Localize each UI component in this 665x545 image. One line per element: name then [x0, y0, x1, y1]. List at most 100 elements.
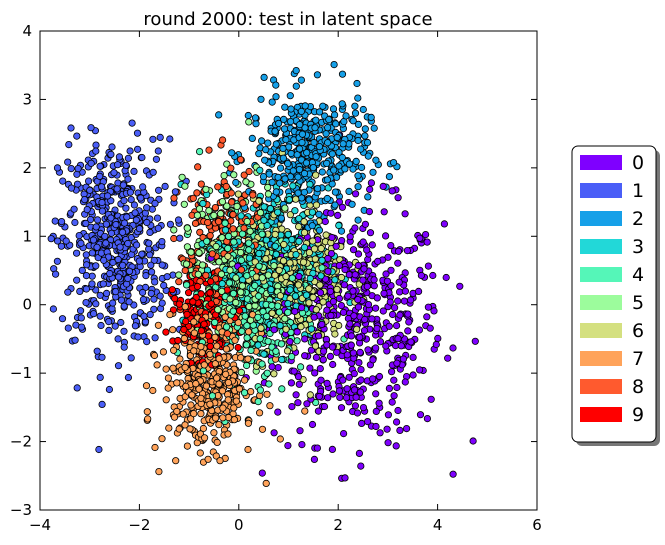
data-point-class-0 — [323, 379, 331, 387]
data-point-class-2 — [287, 105, 295, 113]
data-point-class-5 — [202, 185, 210, 193]
data-point-class-3 — [218, 280, 226, 288]
data-point-class-1 — [127, 196, 135, 204]
data-point-class-8 — [214, 183, 222, 191]
data-point-class-3 — [300, 243, 309, 251]
legend-label-2: 2 — [632, 208, 644, 230]
data-point-class-3 — [263, 221, 271, 230]
data-point-class-1 — [82, 219, 90, 227]
data-point-class-0 — [376, 338, 384, 346]
data-point-class-3 — [272, 250, 280, 258]
data-point-class-2 — [329, 105, 338, 113]
data-point-class-1 — [126, 147, 134, 155]
data-point-class-0 — [359, 403, 368, 412]
data-point-class-0 — [341, 265, 349, 274]
data-point-class-4 — [277, 340, 286, 348]
data-point-class-7 — [244, 419, 252, 427]
data-point-class-1 — [112, 221, 120, 229]
data-point-class-0 — [382, 270, 390, 278]
data-point-class-2 — [281, 175, 289, 183]
x-tick-label: 2 — [333, 516, 343, 534]
data-point-class-8 — [249, 191, 257, 199]
data-point-class-8 — [211, 204, 219, 212]
data-point-class-4 — [268, 301, 276, 310]
data-point-class-2 — [337, 227, 346, 235]
data-point-class-0 — [314, 407, 322, 415]
data-point-class-0 — [440, 220, 448, 228]
data-point-class-0 — [296, 427, 304, 435]
data-point-class-0 — [385, 384, 393, 392]
data-point-class-4 — [264, 337, 272, 345]
data-point-class-2 — [281, 103, 289, 111]
legend: 0 1 2 3 4 5 6 7 8 9 — [571, 145, 660, 446]
data-point-class-0 — [392, 442, 400, 450]
data-point-class-1 — [119, 228, 127, 236]
data-point-class-3 — [237, 212, 245, 220]
data-point-class-2 — [318, 168, 326, 176]
data-point-class-0 — [298, 440, 306, 449]
data-point-class-7 — [165, 424, 173, 432]
data-point-class-1 — [73, 132, 81, 140]
data-point-class-0 — [354, 250, 363, 258]
data-point-class-0 — [352, 393, 360, 401]
data-point-class-1 — [82, 285, 91, 293]
data-point-class-8 — [202, 271, 210, 279]
data-point-class-1 — [105, 385, 114, 394]
data-point-class-3 — [221, 226, 230, 234]
data-point-class-2 — [313, 185, 322, 193]
data-point-class-0 — [326, 352, 334, 360]
data-point-class-1 — [94, 216, 102, 224]
data-point-class-9 — [206, 289, 214, 297]
data-point-class-0 — [346, 233, 354, 241]
data-point-class-0 — [415, 326, 423, 334]
data-point-class-4 — [296, 363, 305, 371]
data-point-class-0 — [297, 303, 306, 312]
data-point-class-0 — [342, 394, 351, 402]
data-point-class-0 — [370, 282, 378, 290]
data-point-class-6 — [282, 325, 290, 333]
data-point-class-4 — [251, 281, 259, 290]
data-point-class-1 — [120, 219, 129, 227]
data-point-class-0 — [349, 246, 358, 254]
data-point-class-0 — [327, 311, 335, 320]
data-point-class-0 — [364, 346, 372, 354]
data-point-class-0 — [336, 393, 344, 401]
data-point-class-2 — [251, 114, 259, 122]
data-point-class-7 — [190, 318, 198, 326]
data-point-class-0 — [386, 298, 394, 306]
data-point-class-1 — [120, 343, 128, 351]
data-point-class-6 — [309, 237, 317, 245]
data-point-class-1 — [82, 298, 90, 307]
data-point-class-2 — [370, 124, 378, 132]
legend-label-7: 7 — [632, 348, 644, 370]
data-point-class-8 — [205, 146, 213, 154]
data-point-class-0 — [382, 342, 390, 350]
data-point-class-1 — [82, 271, 91, 280]
data-point-class-1 — [126, 188, 134, 196]
data-point-class-1 — [143, 204, 151, 212]
data-point-class-1 — [151, 278, 159, 286]
data-point-class-0 — [339, 429, 348, 438]
data-point-class-1 — [114, 255, 122, 264]
data-point-class-1 — [138, 250, 146, 258]
data-point-class-1 — [107, 229, 116, 237]
legend-swatch-8 — [580, 379, 622, 394]
data-point-class-6 — [286, 211, 294, 219]
data-point-class-1 — [73, 384, 81, 392]
data-point-class-0 — [357, 376, 365, 384]
data-point-class-7 — [212, 452, 220, 460]
data-point-class-7 — [206, 400, 214, 408]
data-point-class-1 — [116, 243, 124, 251]
data-point-class-1 — [124, 274, 132, 283]
data-point-class-7 — [179, 410, 187, 418]
data-point-class-1 — [114, 161, 122, 169]
data-point-class-0 — [394, 247, 403, 255]
data-point-class-2 — [354, 94, 362, 102]
data-point-class-4 — [243, 334, 251, 342]
data-point-class-0 — [329, 297, 337, 306]
data-point-class-5 — [256, 209, 265, 217]
data-point-class-1 — [151, 199, 159, 207]
data-point-class-0 — [379, 182, 387, 190]
data-point-class-2 — [364, 193, 372, 201]
data-point-class-1 — [125, 267, 134, 275]
